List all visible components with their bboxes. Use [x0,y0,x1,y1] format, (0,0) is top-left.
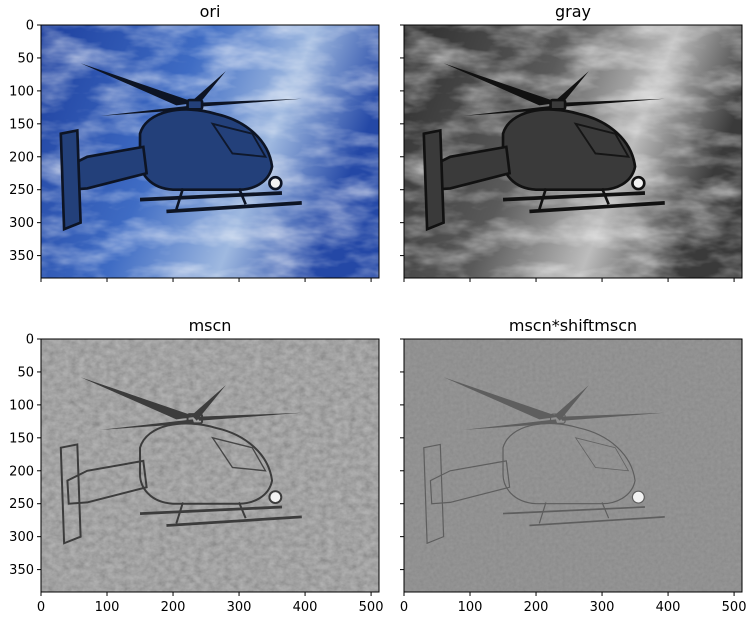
rotor-hub [551,100,566,109]
x-tick-label: 500 [359,600,384,615]
y-tick-label: 100 [9,84,34,99]
y-tick-label: 300 [9,530,34,545]
image-content [404,339,742,592]
y-tick-label: 50 [17,51,34,66]
x-tick-label: 0 [37,600,45,615]
rotor-hub [188,100,203,109]
texture [41,339,379,592]
y-tick-label: 250 [9,497,34,512]
tail-fin [61,130,81,229]
texture [404,339,742,592]
y-tick-label: 350 [9,563,34,578]
x-tick-label: 500 [722,600,747,615]
x-tick-label: 100 [95,600,120,615]
y-tick-label: 200 [9,464,34,479]
tail-fin [424,130,444,229]
y-tick-label: 0 [26,19,34,34]
x-tick-label: 400 [656,600,681,615]
panel-title: gray [555,2,591,21]
panel-title: mscn [189,316,232,335]
image-content [41,339,379,592]
x-tick-label: 300 [590,600,615,615]
y-tick-label: 350 [9,249,34,264]
searchlight [632,177,644,189]
image-content [41,25,379,278]
panel-title: mscn*shiftmscn [509,316,637,335]
searchlight [632,491,644,503]
y-tick-label: 150 [9,431,34,446]
y-tick-label: 300 [9,216,34,231]
y-tick-label: 0 [26,333,34,348]
panel-0: ori 0 50 100 150 200 250 300 350 [9,2,379,282]
x-tick-label: 200 [161,600,186,615]
image-content [404,25,742,278]
searchlight [269,177,281,189]
y-tick-label: 50 [17,365,34,380]
y-tick-label: 150 [9,117,34,132]
panel-1: gray [400,2,742,282]
panel-2: mscn 0 100 200 300 400 500 0 50 100 150 200 250 300 35… [9,316,383,615]
x-tick-label: 400 [293,600,318,615]
x-tick-label: 300 [227,600,252,615]
y-tick-label: 200 [9,150,34,165]
panel-3: mscn*shiftmscn 0 100 200 300 400 500 [400,316,747,615]
searchlight [269,491,281,503]
panel-title: ori [200,2,221,21]
x-tick-label: 0 [400,600,408,615]
y-tick-label: 100 [9,398,34,413]
y-tick-label: 250 [9,183,34,198]
x-tick-label: 100 [458,600,483,615]
x-tick-label: 200 [524,600,549,615]
